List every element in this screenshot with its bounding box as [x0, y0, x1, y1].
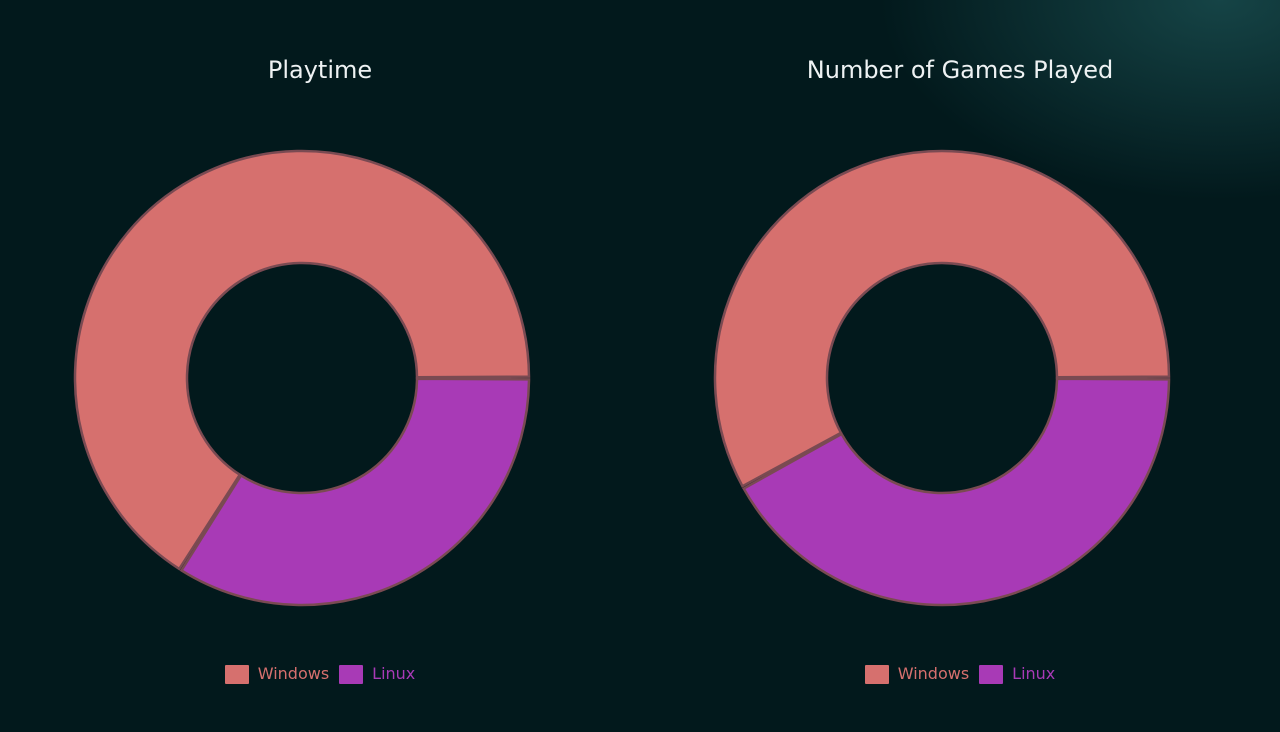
- playtime-chart: Playtime Windows Linux: [0, 56, 640, 684]
- donut-games-played: [713, 149, 1171, 607]
- legend-item-linux[interactable]: Linux: [339, 664, 415, 684]
- legend-swatch-linux: [979, 664, 1004, 684]
- slice-linux[interactable]: [179, 377, 531, 607]
- legend-label-linux: Linux: [1012, 664, 1056, 683]
- legend-playtime: Windows Linux: [0, 664, 640, 684]
- legend-item-linux[interactable]: Linux: [979, 664, 1055, 684]
- donut-playtime: [73, 149, 531, 607]
- legend-swatch-windows: [224, 664, 249, 684]
- chart-title-playtime: Playtime: [267, 56, 373, 84]
- legend-swatch-linux: [339, 664, 364, 684]
- slice-windows[interactable]: [713, 149, 1171, 488]
- legend-label-windows: Windows: [257, 664, 330, 683]
- legend-label-windows: Windows: [897, 664, 970, 683]
- legend-label-linux: Linux: [372, 664, 416, 683]
- slice-linux[interactable]: [742, 377, 1171, 607]
- legend-games-played: Windows Linux: [640, 664, 1280, 684]
- slice-windows[interactable]: [73, 149, 531, 571]
- games-played-chart: Number of Games Played Windows Linux: [640, 0, 1280, 732]
- chart-title-games-played: Number of Games Played: [806, 56, 1114, 84]
- legend-item-windows[interactable]: Windows: [224, 664, 330, 684]
- legend-swatch-windows: [864, 664, 889, 684]
- legend-item-windows[interactable]: Windows: [864, 664, 970, 684]
